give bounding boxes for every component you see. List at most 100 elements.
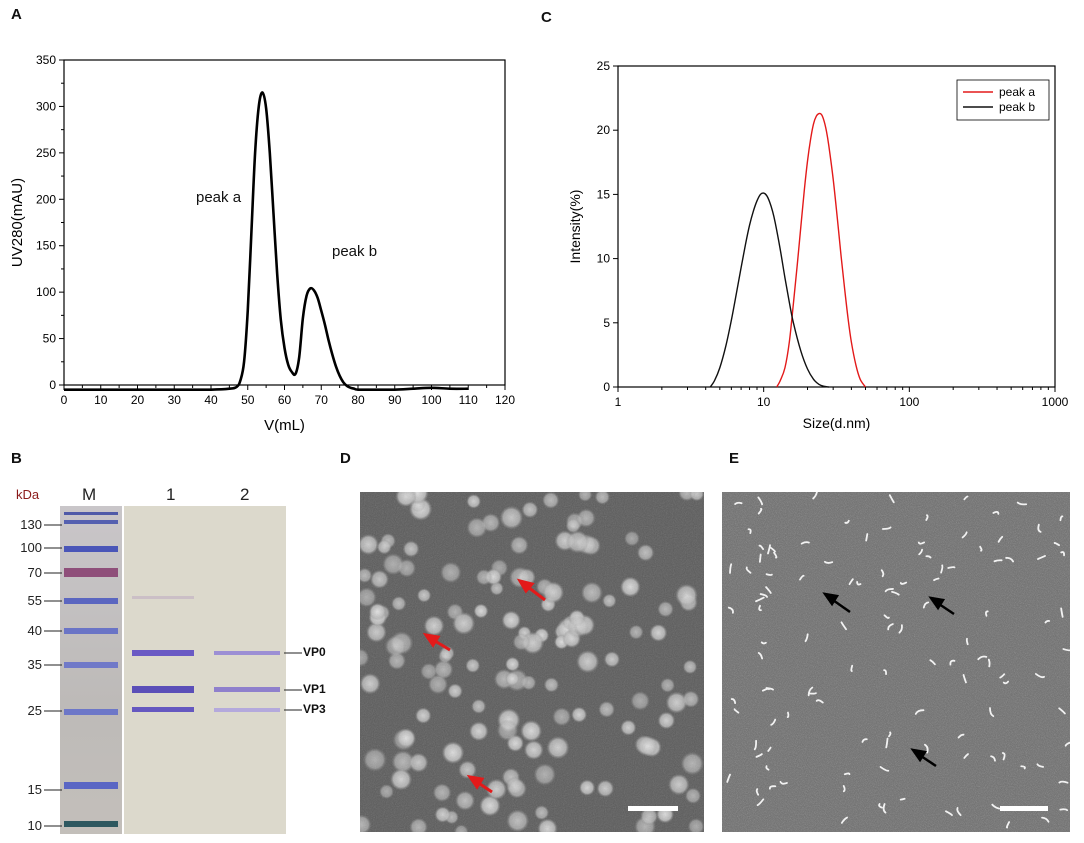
- capsid-fragment: [767, 544, 771, 555]
- capsid-fragment: [880, 569, 885, 578]
- chart-a-y-tick-label: 300: [36, 99, 56, 113]
- kda-label-55: 55: [27, 593, 42, 608]
- gel-marker-lane: [60, 506, 122, 834]
- capsid-fragment: [729, 563, 733, 574]
- chart-a-y-tick-label: 350: [36, 53, 56, 67]
- capsid-fragment: [898, 624, 903, 634]
- chart-c-x-tick-label: 1000: [1042, 395, 1069, 409]
- chart-a-x-tick-label: 0: [61, 393, 68, 407]
- chart-c-y-axis-label: Intensity(%): [567, 190, 583, 264]
- capsid-fragment: [929, 659, 936, 666]
- red-arrow-2-head: [422, 632, 441, 648]
- kda-ticks: [44, 524, 62, 827]
- capsid-fragment: [734, 501, 743, 505]
- panel-label-d: D: [340, 450, 351, 467]
- capsid-fragment: [947, 566, 956, 569]
- capsid-fragment: [815, 699, 824, 704]
- gel-lane-1-label: 1: [166, 485, 176, 504]
- lane-1-band-vp3: [132, 707, 194, 712]
- capsid-fragment: [883, 669, 887, 675]
- capsid-fragment: [1058, 780, 1069, 784]
- gel-lane-2-label: 2: [240, 485, 250, 504]
- capsid-fragment: [882, 803, 887, 814]
- kda-label-25: 25: [27, 703, 42, 718]
- red-arrow-3-head: [466, 774, 485, 790]
- capsid-fragment: [861, 738, 868, 743]
- capsid-fragment: [956, 807, 962, 817]
- chart-a-x-axis-label: V(mL): [264, 417, 305, 434]
- capsid-fragment: [891, 590, 900, 596]
- chart-c-y-tick-label: 25: [597, 59, 611, 73]
- capsid-fragment: [756, 798, 765, 807]
- marker-band: [64, 598, 118, 604]
- capsid-fragment: [984, 610, 989, 617]
- capsid-fragment: [1036, 763, 1045, 768]
- marker-band: [64, 520, 118, 524]
- chart-c-y-tick-label: 0: [603, 380, 610, 394]
- chart-c-y-tick-label: 5: [603, 316, 610, 330]
- capsid-fragment: [1041, 816, 1050, 823]
- capsid-fragment: [800, 541, 810, 545]
- capsid-fragment: [1059, 515, 1064, 522]
- capsid-fragment: [1034, 673, 1045, 679]
- chart-a-y-tick-label: 200: [36, 192, 56, 206]
- capsid-fragment: [807, 686, 814, 697]
- chart-c-legend-label: peak a: [999, 85, 1035, 99]
- marker-band: [64, 821, 118, 827]
- capsid-fragment: [957, 733, 965, 739]
- capsid-fragment: [1044, 620, 1050, 624]
- lane-2-band-vp3: [214, 708, 280, 712]
- capsid-fragment: [733, 708, 740, 714]
- capsid-fragment: [1005, 821, 1011, 829]
- chart-a-x-tick-label: 100: [421, 393, 441, 407]
- capsid-fragment: [758, 544, 765, 550]
- band-label-vp0: VP0: [303, 645, 326, 659]
- capsid-fragment: [844, 519, 850, 524]
- capsid-fragment: [879, 766, 890, 772]
- capsid-fragment: [1001, 752, 1006, 761]
- capsid-fragment: [755, 596, 765, 603]
- chart-c-series-peak-a: [776, 112, 867, 388]
- chart-a-y-tick-label: 100: [36, 285, 56, 299]
- capsid-fragment: [842, 785, 846, 793]
- chart-c-legend-box: [956, 79, 1050, 121]
- black-arrow-3-head: [910, 748, 928, 763]
- marker-band: [64, 628, 118, 634]
- capsid-fragment: [940, 564, 944, 574]
- capsid-fragment: [779, 780, 788, 785]
- capsid-fragment: [925, 514, 929, 521]
- chart-a-y-tick-label: 50: [43, 332, 57, 346]
- capsid-fragment: [755, 788, 760, 796]
- chart-c-x-tick-label: 10: [757, 395, 771, 409]
- tem-image-d: [360, 492, 704, 832]
- gel-unit-label: kDa: [16, 487, 40, 502]
- chart-a-annotation-peak-b: peak b: [332, 243, 377, 260]
- lane-1-band-vp0: [132, 650, 194, 656]
- capsid-fragment: [924, 743, 929, 754]
- capsid-fragment: [843, 772, 851, 776]
- marker-band: [64, 546, 118, 552]
- capsid-fragment: [1064, 741, 1070, 747]
- capsid-fragment: [991, 803, 1001, 810]
- chart-a-x-tick-label: 50: [241, 393, 255, 407]
- chart-a-x-tick-label: 30: [168, 393, 182, 407]
- capsid-fragment: [856, 581, 862, 586]
- lane-2-band-vp0: [214, 651, 280, 655]
- band-label-vp3: VP3: [303, 702, 326, 716]
- chart-c-y-tick-label: 20: [597, 123, 611, 137]
- chart-a-y-tick-label: 150: [36, 239, 56, 253]
- capsid-fragment: [887, 623, 894, 631]
- scale-bar-e: [1000, 806, 1048, 811]
- band-label-ticks: [284, 652, 302, 711]
- capsid-fragment: [760, 641, 767, 645]
- chart-a-y-tick-label: 250: [36, 146, 56, 160]
- chart-a-series-line: [63, 91, 469, 392]
- capsid-fragment: [945, 810, 953, 817]
- capsid-fragment: [753, 739, 758, 751]
- chart-a-x-tick-label: 80: [351, 393, 365, 407]
- capsid-fragment: [767, 746, 772, 752]
- chart-a-x-tick-label: 110: [459, 393, 478, 407]
- chart-a-x-tick-label: 20: [131, 393, 145, 407]
- chart-c-x-axis-label: Size(d.nm): [803, 415, 871, 431]
- lane-1-band-vp1: [132, 686, 194, 693]
